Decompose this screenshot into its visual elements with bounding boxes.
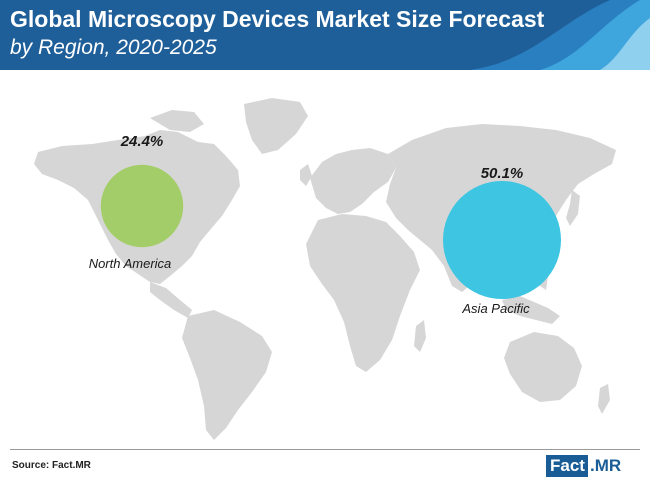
chart-title: Global Microscopy Devices Market Size Fo… [10, 6, 545, 32]
bubble-north-america [100, 164, 184, 248]
bubble-layer: 24.4% North America 50.1% Asia Pacific [89, 133, 561, 316]
chart-subtitle: by Region, 2020-2025 [10, 36, 217, 59]
landmass-madagascar [414, 320, 426, 352]
continent-africa [306, 214, 420, 372]
value-label-north-america: 24.4% [120, 133, 164, 150]
footer-divider [10, 449, 640, 450]
landmass-southeast-asia-islands [502, 296, 560, 324]
world-map: 24.4% North America 50.1% Asia Pacific [34, 98, 616, 440]
header-wave-decoration [470, 0, 650, 70]
continent-south-america [182, 310, 272, 440]
logo-fact: Fact [546, 455, 588, 477]
landmass-canadian-islands [150, 110, 204, 132]
value-label-asia-pacific: 50.1% [481, 165, 524, 182]
region-label-north-america: North America [89, 256, 172, 271]
continent-australia [504, 332, 582, 402]
landmass-new-zealand [598, 384, 610, 414]
continent-europe [310, 148, 396, 214]
bubble-asia-pacific [443, 181, 561, 299]
region-label-asia-pacific: Asia Pacific [461, 301, 530, 316]
source-note: Source: Fact.MR [12, 460, 91, 471]
factmr-logo: Fact .MR [546, 455, 621, 477]
header-banner: Global Microscopy Devices Market Size Fo… [0, 0, 650, 70]
landmass-central-america [150, 282, 192, 318]
logo-mr: .MR [589, 456, 622, 475]
landmass-greenland [244, 98, 308, 154]
landmass-uk [300, 164, 312, 186]
landmass-japan [566, 190, 580, 226]
